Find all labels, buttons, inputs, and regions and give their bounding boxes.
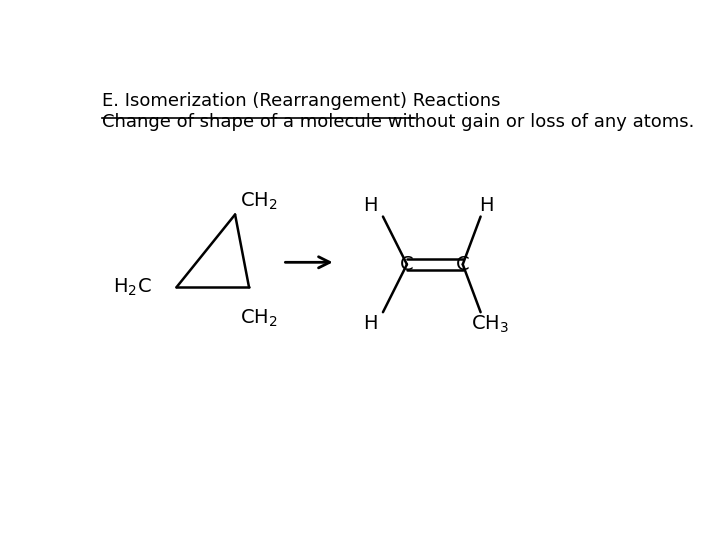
Text: CH$_2$: CH$_2$ bbox=[240, 308, 277, 329]
Text: Change of shape of a molecule without gain or loss of any atoms.: Change of shape of a molecule without ga… bbox=[102, 113, 695, 131]
Text: H$_2$C: H$_2$C bbox=[114, 276, 152, 298]
Text: H: H bbox=[479, 196, 493, 215]
Text: E. Isomerization (Rearrangement) Reactions: E. Isomerization (Rearrangement) Reactio… bbox=[102, 92, 501, 110]
Text: CH$_3$: CH$_3$ bbox=[470, 314, 508, 335]
Text: H: H bbox=[363, 196, 377, 215]
Text: C: C bbox=[456, 255, 469, 274]
Text: H: H bbox=[363, 314, 377, 333]
Text: CH$_2$: CH$_2$ bbox=[240, 191, 277, 212]
Text: C: C bbox=[400, 255, 414, 274]
